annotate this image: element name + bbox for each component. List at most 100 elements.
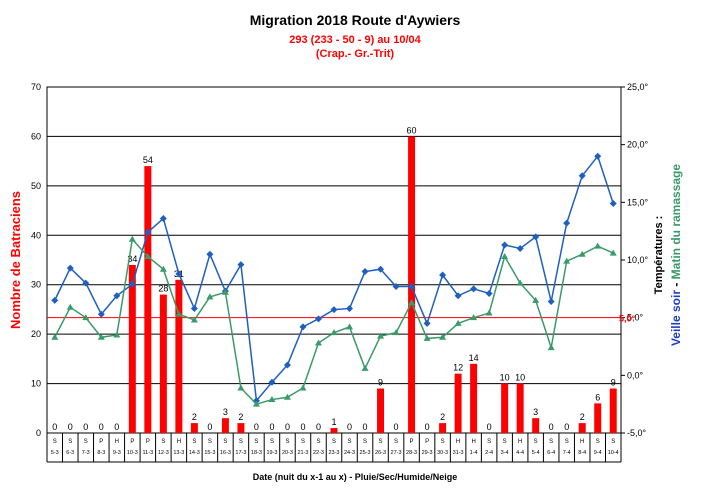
series-point-matin xyxy=(190,316,198,323)
series-point-matin xyxy=(128,235,136,242)
bar-value-label: 54 xyxy=(143,155,153,165)
x-tick-label: 30-3 xyxy=(437,450,448,456)
weather-code-label: S xyxy=(208,439,212,445)
y-tick-label: 0 xyxy=(36,428,41,438)
x-tick-label: 10-4 xyxy=(608,450,619,456)
series-point-matin xyxy=(609,249,617,256)
bar xyxy=(175,279,183,433)
series-point-veille-soir xyxy=(283,361,291,369)
x-tick-label: 15-3 xyxy=(204,450,215,456)
series-point-veille-soir xyxy=(563,219,571,227)
series-point-veille-soir xyxy=(330,306,338,314)
series-point-veille-soir xyxy=(516,244,524,252)
series-point-veille-soir xyxy=(66,264,74,272)
y-tick-label: 20 xyxy=(31,329,41,339)
x-tick-label: 5-3 xyxy=(51,450,59,456)
series-point-matin xyxy=(361,364,369,371)
bar-value-label: 0 xyxy=(52,422,57,432)
x-tick-label: 17-3 xyxy=(235,450,246,456)
y-tick-label: 30 xyxy=(31,280,41,290)
x-tick-label: 12-3 xyxy=(158,450,169,456)
series-point-matin xyxy=(97,333,105,340)
x-tick-label: 9-3 xyxy=(113,450,121,456)
x-tick-label: 19-3 xyxy=(266,450,277,456)
bar xyxy=(578,423,586,433)
weather-code-label: S xyxy=(596,439,600,445)
bar-value-label: 0 xyxy=(68,422,73,432)
weather-code-label: S xyxy=(84,439,88,445)
weather-code-label: S xyxy=(549,439,553,445)
series-point-veille-soir xyxy=(377,265,385,273)
bar-value-label: 2 xyxy=(238,412,243,422)
series-point-matin xyxy=(51,333,59,340)
series-point-veille-soir xyxy=(361,268,369,276)
x-tick-label: 8-3 xyxy=(97,450,105,456)
bar-value-label: 9 xyxy=(611,378,616,388)
bar xyxy=(594,403,602,433)
series-point-veille-soir xyxy=(51,296,59,304)
series-point-veille-soir xyxy=(346,304,354,312)
series-point-matin xyxy=(175,310,183,317)
bar-value-label: 0 xyxy=(269,422,274,432)
bar xyxy=(221,418,229,433)
weather-code-label: P xyxy=(146,439,150,445)
weather-code-label: S xyxy=(192,439,196,445)
x-tick-label: 9-4 xyxy=(594,450,602,456)
series-point-veille-soir xyxy=(237,261,245,269)
x-tick-label: 16-3 xyxy=(220,450,231,456)
x-axis-label: Date (nuit du x-1 au x) - Pluie/Sec/Humi… xyxy=(252,472,458,482)
bar-value-label: 3 xyxy=(223,407,228,417)
series-point-veille-soir xyxy=(470,285,478,293)
weather-code-label: S xyxy=(161,439,165,445)
x-tick-label: 8-4 xyxy=(578,450,586,456)
series-point-matin xyxy=(144,253,152,260)
series-point-veille-soir xyxy=(314,315,322,323)
series-point-veille-soir xyxy=(206,250,214,258)
series-point-veille-soir xyxy=(423,319,431,327)
bar-value-label: 60 xyxy=(407,125,417,135)
series-point-veille-soir xyxy=(609,199,617,207)
series-point-matin xyxy=(377,332,385,339)
x-tick-label: 6-3 xyxy=(66,450,74,456)
weather-code-label: S xyxy=(565,439,569,445)
series-point-veille-soir xyxy=(547,298,555,306)
bar xyxy=(532,418,540,433)
series-point-matin xyxy=(159,265,167,272)
chart-subtitle: 293 (233 - 50 - 9) au 10/04 xyxy=(289,34,421,46)
bar-value-label: 28 xyxy=(158,284,168,294)
series-point-matin xyxy=(252,400,260,407)
bar xyxy=(470,363,478,433)
series-point-veille-soir xyxy=(82,279,90,287)
y2-axis-label-temperatures: Températures : xyxy=(653,216,665,295)
x-tick-label: 6-4 xyxy=(547,450,555,456)
y2-tick-label: 25,0° xyxy=(627,82,649,92)
x-tick-label: 1-4 xyxy=(470,450,478,456)
bar xyxy=(501,383,509,433)
chart-title: Migration 2018 Route d'Aywiers xyxy=(249,12,461,28)
series-point-matin xyxy=(299,384,307,391)
y2-tick-label: 10,0° xyxy=(627,255,649,265)
weather-code-label: S xyxy=(68,439,72,445)
y2-tick-label: 15,0° xyxy=(627,197,649,207)
x-tick-label: 13-3 xyxy=(173,450,184,456)
x-tick-label: 26-3 xyxy=(375,450,386,456)
series-point-matin xyxy=(470,314,478,321)
x-tick-label: 20-3 xyxy=(282,450,293,456)
bar-value-label: 34 xyxy=(127,254,137,264)
series-point-matin xyxy=(547,344,555,351)
weather-code-label: H xyxy=(471,439,475,445)
x-tick-label: 14-3 xyxy=(189,450,200,456)
x-tick-label: 3-4 xyxy=(501,450,509,456)
chart-subtitle-species: (Crap.- Gr.-Trit) xyxy=(315,48,395,60)
bar xyxy=(454,373,462,433)
series-point-veille-soir xyxy=(159,214,167,222)
bar xyxy=(377,388,385,433)
bar-value-label: 14 xyxy=(469,353,479,363)
y-axis-label: Nombre de Batraciens xyxy=(8,191,23,329)
series-point-veille-soir xyxy=(299,323,307,331)
weather-code-label: S xyxy=(270,439,274,445)
y-tick-label: 10 xyxy=(31,379,41,389)
weather-code-label: H xyxy=(177,439,181,445)
series-point-veille-soir xyxy=(485,289,493,297)
x-tick-label: 29-3 xyxy=(422,450,433,456)
